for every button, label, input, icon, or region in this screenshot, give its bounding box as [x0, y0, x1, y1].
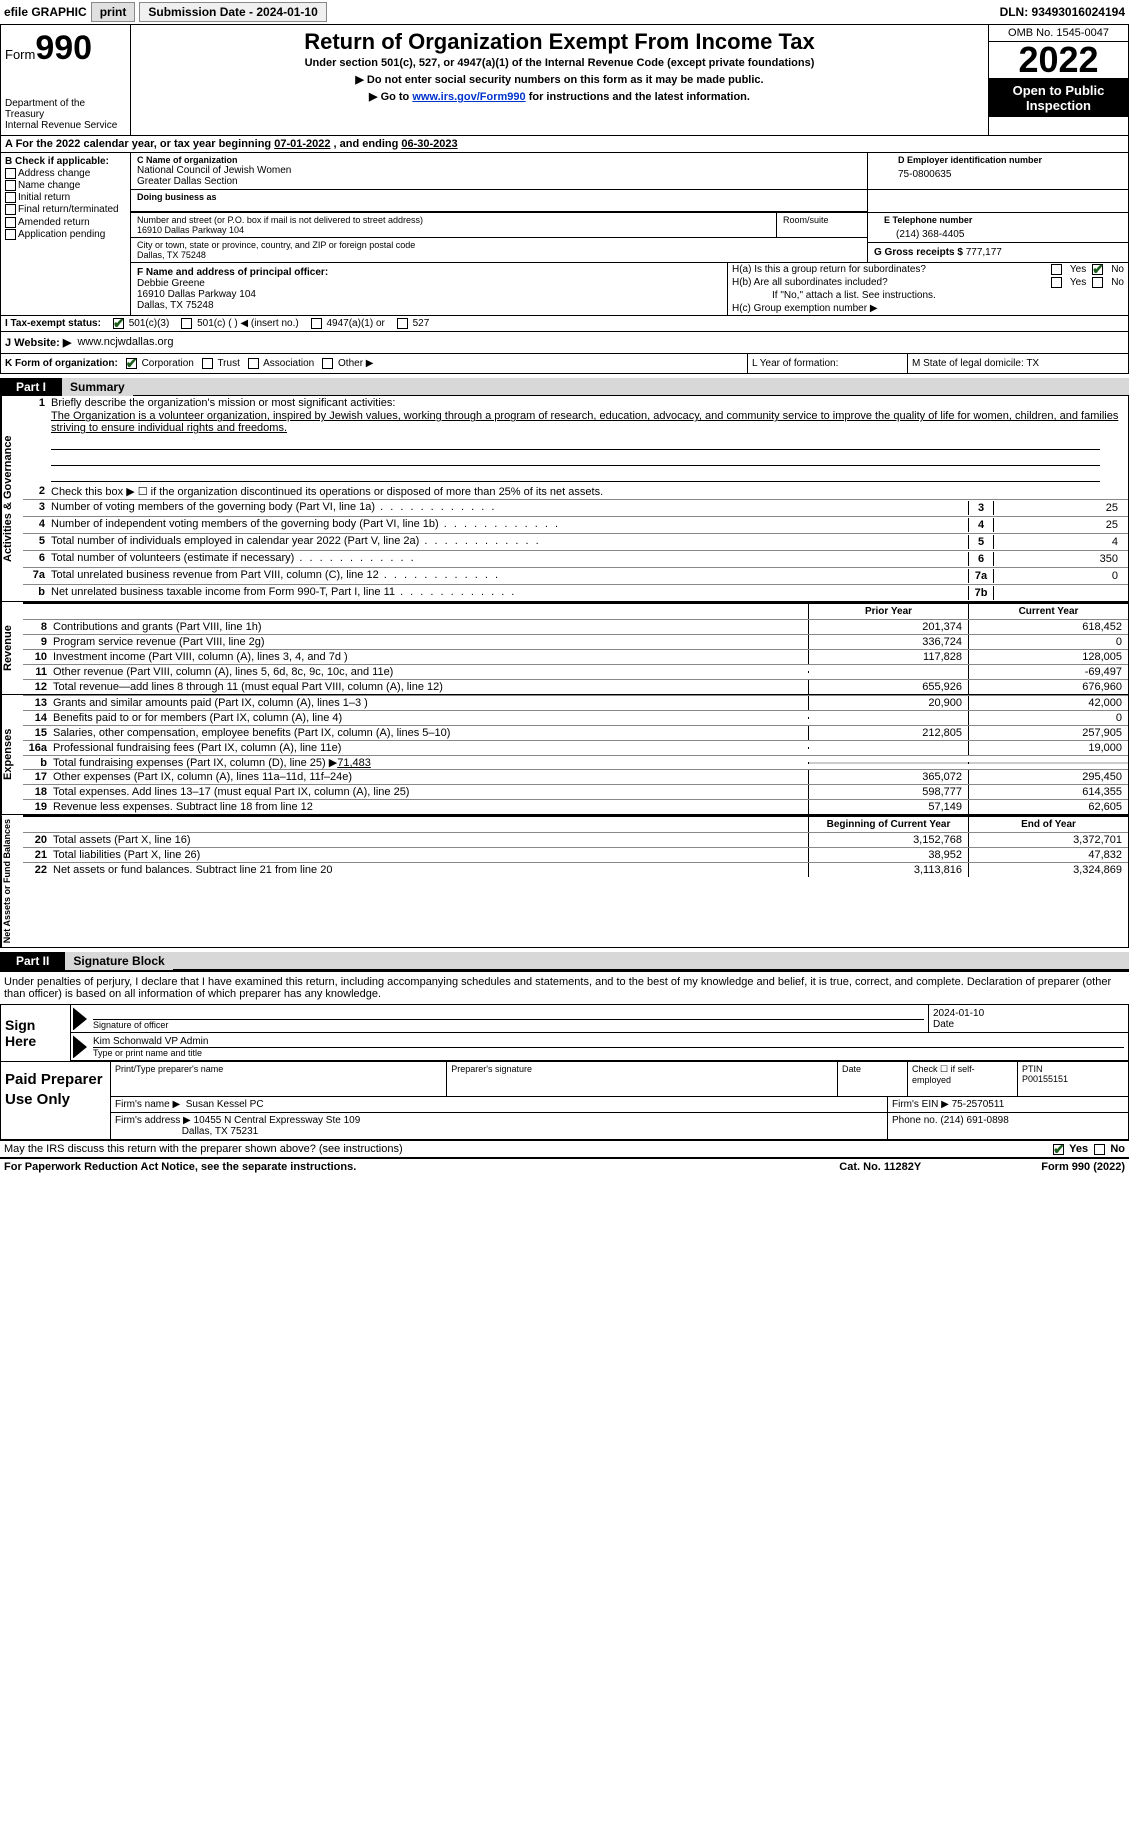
ptin-box: PTINP00155151: [1018, 1062, 1128, 1096]
arrow-icon: [73, 1007, 87, 1030]
box-h-group: H(a) Is this a group return for subordin…: [728, 263, 1128, 315]
chk-discuss-no[interactable]: [1094, 1144, 1105, 1155]
box-l-year: L Year of formation:: [748, 354, 908, 373]
box-dba: Doing business as: [131, 190, 868, 212]
chk-name-change[interactable]: [5, 180, 16, 191]
form-title: Return of Organization Exempt From Incom…: [137, 29, 982, 55]
prior-current-header: Prior YearCurrent Year: [23, 602, 1128, 619]
tax-year: 2022: [989, 42, 1128, 79]
col-cdefg: C Name of organization National Council …: [131, 153, 1128, 315]
submission-date: Submission Date - 2024-01-10: [139, 2, 326, 22]
box-e-phone: E Telephone number (214) 368-4405: [868, 213, 1128, 243]
activities-governance-section: Activities & Governance 1Briefly describ…: [0, 396, 1129, 602]
chk-hb-yes[interactable]: [1051, 277, 1062, 288]
preparer-date-lbl: Date: [838, 1062, 908, 1096]
chk-amended-return[interactable]: [5, 217, 16, 228]
expenses-section: Expenses 13Grants and similar amounts pa…: [0, 695, 1129, 815]
irs-form-link[interactable]: www.irs.gov/Form990: [412, 91, 525, 103]
phone-gross-block: E Telephone number (214) 368-4405 G Gros…: [868, 213, 1128, 262]
part1-header: Part I Summary: [0, 378, 1129, 396]
sign-here-block: Sign Here Signature of officer 2024-01-1…: [0, 1004, 1129, 1062]
penalties-text: Under penalties of perjury, I declare th…: [0, 970, 1129, 1004]
sign-here-label: Sign Here: [1, 1005, 71, 1061]
efile-label: efile GRAPHIC: [4, 5, 87, 19]
paid-preparer-label: Paid Preparer Use Only: [1, 1062, 111, 1139]
box-d-spacer: [868, 190, 1128, 212]
row-i-tax-status: I Tax-exempt status: 501(c)(3) 501(c) ( …: [0, 316, 1129, 332]
revenue-section: Revenue Prior YearCurrent Year 8Contribu…: [0, 602, 1129, 695]
box-k-form-org: K Form of organization: Corporation Trus…: [1, 354, 748, 373]
box-m-state: M State of legal domicile: TX: [908, 354, 1128, 373]
main-info-grid: B Check if applicable: Address change Na…: [0, 153, 1129, 316]
box-f-officer: F Name and address of principal officer:…: [131, 263, 728, 315]
street-address: Number and street (or P.O. box if mail i…: [131, 213, 777, 237]
begin-end-header: Beginning of Current YearEnd of Year: [23, 815, 1128, 832]
net-assets-section: Net Assets or Fund Balances Beginning of…: [0, 815, 1129, 948]
header-title-block: Return of Organization Exempt From Incom…: [131, 25, 988, 135]
col-b-checkboxes: B Check if applicable: Address change Na…: [1, 153, 131, 315]
dln-label: DLN: 93493016024194: [1000, 5, 1125, 19]
preparer-sig-lbl: Preparer's signature: [447, 1062, 838, 1096]
officer-name: Kim Schonwald VP Admin Type or print nam…: [89, 1033, 1128, 1060]
irs-label: Internal Revenue Service: [5, 120, 126, 131]
chk-corp[interactable]: [126, 358, 137, 369]
vtab-net-assets: Net Assets or Fund Balances: [1, 815, 23, 947]
firm-phone: Phone no. (214) 691-0898: [888, 1113, 1128, 1139]
chk-trust[interactable]: [202, 358, 213, 369]
chk-final-return[interactable]: [5, 204, 16, 215]
vtab-activities: Activities & Governance: [1, 396, 23, 601]
address-block: Number and street (or P.O. box if mail i…: [131, 213, 868, 262]
form-note2: ▶ Go to www.irs.gov/Form990 for instruct…: [137, 90, 982, 103]
top-toolbar: efile GRAPHIC print Submission Date - 20…: [0, 0, 1129, 24]
col-b-header: B Check if applicable:: [5, 156, 126, 167]
mission-text: The Organization is a volunteer organiza…: [23, 410, 1128, 434]
part2-header: Part II Signature Block: [0, 952, 1129, 970]
preparer-name-lbl: Print/Type preparer's name: [111, 1062, 447, 1096]
chk-4947[interactable]: [311, 318, 322, 329]
self-employed-check: Check ☐ if self-employed: [908, 1062, 1018, 1096]
header-right: OMB No. 1545-0047 2022 Open to Public In…: [988, 25, 1128, 135]
firm-address: Firm's address ▶ 10455 N Central Express…: [111, 1113, 888, 1139]
box-c-name: C Name of organization National Council …: [131, 153, 868, 189]
vtab-revenue: Revenue: [1, 602, 23, 694]
officer-signature: Signature of officer: [89, 1005, 928, 1032]
box-d-ein: D Employer identification number 75-0800…: [868, 153, 1128, 189]
chk-other[interactable]: [322, 358, 333, 369]
chk-ha-yes[interactable]: [1051, 264, 1062, 275]
chk-hb-no[interactable]: [1092, 277, 1103, 288]
header-left: Form990 Department of the Treasury Inter…: [1, 25, 131, 135]
form-header: Form990 Department of the Treasury Inter…: [0, 24, 1129, 136]
firm-name: Firm's name ▶ Susan Kessel PC: [111, 1097, 888, 1112]
chk-501c[interactable]: [181, 318, 192, 329]
form-number: Form990: [5, 29, 126, 68]
chk-527[interactable]: [397, 318, 408, 329]
form-subtitle: Under section 501(c), 527, or 4947(a)(1)…: [137, 57, 982, 69]
city-state-zip: City or town, state or province, country…: [131, 238, 867, 262]
chk-discuss-yes[interactable]: [1053, 1144, 1064, 1155]
dept-treasury: Department of the Treasury: [5, 98, 126, 120]
chk-initial-return[interactable]: [5, 192, 16, 203]
box-g-gross: G Gross receipts $ 777,177: [868, 243, 1128, 262]
vtab-expenses: Expenses: [1, 695, 23, 814]
room-suite: Room/suite: [777, 213, 867, 237]
page-footer: For Paperwork Reduction Act Notice, see …: [0, 1157, 1129, 1175]
paid-preparer-block: Paid Preparer Use Only Print/Type prepar…: [0, 1062, 1129, 1140]
chk-address-change[interactable]: [5, 168, 16, 179]
arrow-icon: [73, 1035, 87, 1058]
firm-ein: Firm's EIN ▶ 75-2570511: [888, 1097, 1128, 1112]
print-button[interactable]: print: [91, 2, 136, 22]
irs-discuss-row: May the IRS discuss this return with the…: [0, 1140, 1129, 1157]
row-a-tax-year: A For the 2022 calendar year, or tax yea…: [0, 136, 1129, 153]
signature-date: 2024-01-10 Date: [928, 1005, 1128, 1032]
chk-501c3[interactable]: [113, 318, 124, 329]
chk-ha-no[interactable]: [1092, 264, 1103, 275]
form-note1: ▶ Do not enter social security numbers o…: [137, 73, 982, 86]
row-klm: K Form of organization: Corporation Trus…: [0, 354, 1129, 374]
open-to-public: Open to Public Inspection: [989, 79, 1128, 117]
row-j-website: J Website: ▶ www.ncjwdallas.org: [0, 332, 1129, 354]
chk-assoc[interactable]: [248, 358, 259, 369]
chk-application-pending[interactable]: [5, 229, 16, 240]
